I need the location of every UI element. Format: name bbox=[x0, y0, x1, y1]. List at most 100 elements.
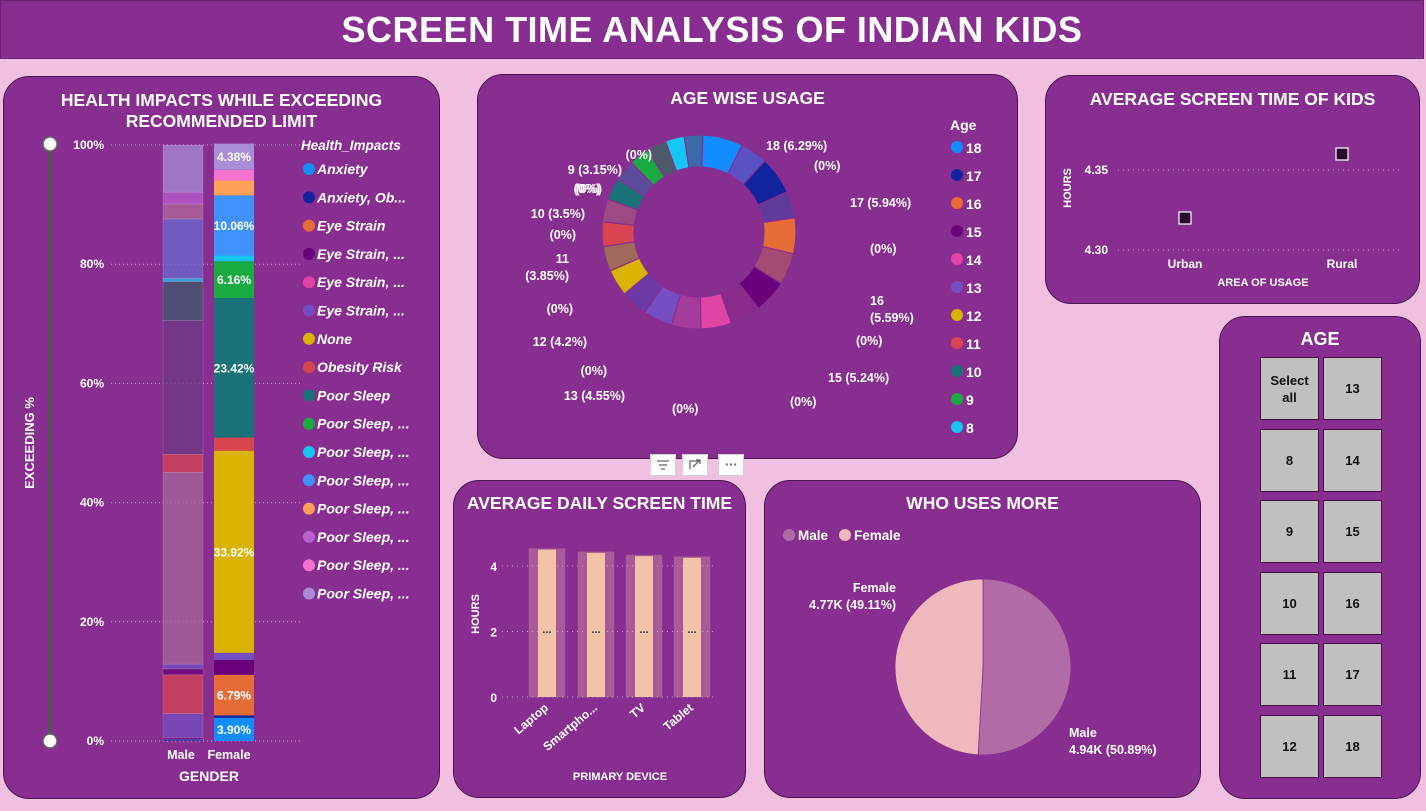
age-slicer-option[interactable]: 9 bbox=[1260, 500, 1319, 563]
age-slicer-option[interactable]: 8 bbox=[1260, 428, 1319, 492]
daily-y-tick: 4 bbox=[490, 560, 497, 574]
health-legend-item: Eye Strain, ... bbox=[317, 303, 405, 319]
more-options-icon[interactable]: ··· bbox=[718, 454, 744, 476]
health-legend-swatch bbox=[303, 417, 315, 430]
age-legend-swatch bbox=[951, 421, 963, 433]
age-donut-slice bbox=[683, 134, 704, 169]
who-pie-value-male: 4.94K (50.89%) bbox=[1069, 743, 1157, 757]
health-impacts-card: HEALTH IMPACTS WHILE EXCEEDING RECOMMEND… bbox=[3, 76, 440, 799]
health-legend-swatch bbox=[303, 332, 315, 345]
age-legend-item: 9 bbox=[966, 392, 974, 408]
health-bar-segment bbox=[162, 278, 204, 282]
health-bar-segment bbox=[214, 660, 254, 668]
age-slicer-option[interactable]: 17 bbox=[1323, 643, 1382, 706]
health-legend-item: Poor Sleep, ... bbox=[317, 529, 410, 545]
health-x-tick: Female bbox=[207, 748, 250, 762]
age-donut-data-label: (0%) bbox=[581, 364, 607, 378]
age-donut-data-label: (0%) bbox=[574, 182, 600, 196]
health-bar-segment bbox=[162, 663, 204, 670]
filter-icon[interactable] bbox=[650, 454, 676, 476]
avg-y-axis-label: HOURS bbox=[1062, 168, 1074, 208]
health-legend-swatch bbox=[303, 163, 315, 175]
health-legend-item: Poor Sleep, ... bbox=[317, 586, 410, 602]
age-donut-chart: 18 (6.29%) (0%) 17 (5.94%) (0%) 16 (5.59%) (0%… bbox=[525, 117, 982, 436]
age-donut-data-label: 9 (3.15%) bbox=[568, 163, 622, 177]
visual-header-toolbar: ··· bbox=[646, 452, 746, 478]
age-legend-swatch bbox=[951, 309, 963, 321]
health-impacts-chart: EXCEEDING % 0% 20% 40% 60% 80% 100% Male 3.90% 6.… bbox=[22, 136, 410, 784]
health-legend-item: Poor Sleep, ... bbox=[317, 416, 410, 432]
age-donut-data-label: (0%) bbox=[856, 334, 882, 348]
health-legend-item: Anxiety, Ob... bbox=[316, 189, 406, 205]
header-bar: SCREEN TIME ANALYSIS OF INDIAN KIDS bbox=[0, 0, 1424, 59]
health-bar-segment bbox=[214, 297, 254, 438]
age-slicer-option[interactable]: 10 bbox=[1260, 571, 1319, 635]
age-legend-swatch bbox=[951, 253, 963, 265]
who-legend-swatch bbox=[839, 529, 851, 541]
health-bar-segment bbox=[162, 738, 204, 742]
who-uses-more-card: WHO USES MORE Male Female Male 4.94K (50.89… bbox=[764, 480, 1201, 798]
daily-title: AVERAGE DAILY SCREEN TIME bbox=[466, 493, 733, 513]
daily-bar-data-label: ... bbox=[687, 624, 696, 636]
age-slicer-option[interactable]: 16 bbox=[1323, 571, 1382, 635]
avg-y-tick: 4.30 bbox=[1085, 243, 1109, 257]
who-pie-value-female: 4.77K (49.11%) bbox=[809, 598, 896, 612]
age-slicer-option[interactable]: 18 bbox=[1323, 714, 1382, 778]
avg-scatter-point bbox=[1335, 147, 1349, 161]
health-y-axis-label: EXCEEDING % bbox=[22, 397, 37, 489]
health-bar-segment bbox=[214, 169, 254, 181]
health-x-tick: Male bbox=[167, 748, 195, 762]
age-donut-data-label: (0%) bbox=[814, 159, 840, 173]
avg-daily-screen-time-card: AVERAGE DAILY SCREEN TIME 0 2 4 HOURS... Lap… bbox=[453, 480, 746, 798]
age-slicer-option[interactable]: 13 bbox=[1323, 357, 1382, 420]
age-slicer-option[interactable]: 15 bbox=[1323, 500, 1382, 563]
age-slicer-option[interactable]: Select all bbox=[1260, 357, 1319, 420]
daily-bar bbox=[538, 549, 556, 697]
health-bar-data-label: 3.90% bbox=[217, 723, 251, 737]
focus-mode-icon[interactable] bbox=[682, 454, 708, 476]
age-donut-data-label: 17 (5.94%) bbox=[850, 196, 911, 210]
age-donut-data-label: 12 (4.2%) bbox=[533, 335, 587, 349]
health-bar-segment bbox=[214, 717, 254, 741]
age-donut-data-label: 10 (3.5%) bbox=[531, 207, 585, 221]
age-legend-swatch bbox=[951, 393, 963, 405]
avg-x-tick: Urban bbox=[1168, 257, 1203, 271]
health-bar-segment bbox=[214, 674, 254, 716]
health-bar-data-label: 10.06% bbox=[214, 219, 255, 233]
range-slider-top-handle[interactable] bbox=[42, 136, 58, 152]
age-legend-item: 15 bbox=[966, 224, 982, 240]
age-slicer-option[interactable]: 12 bbox=[1260, 714, 1319, 778]
daily-x-axis-label: PRIMARY DEVICE bbox=[573, 771, 667, 783]
range-slider-bottom-handle[interactable] bbox=[42, 733, 58, 749]
age-legend-title: Age bbox=[950, 117, 977, 133]
age-slicer-option[interactable]: 14 bbox=[1323, 428, 1382, 492]
daily-y-tick: 0 bbox=[490, 691, 497, 705]
who-pie-slice bbox=[977, 578, 1072, 756]
health-legend-swatch bbox=[303, 559, 315, 572]
age-legend-item: 11 bbox=[966, 336, 981, 352]
avg-screen-title: AVERAGE SCREEN TIME OF KIDS bbox=[1089, 89, 1376, 109]
health-y-tick: 0% bbox=[87, 734, 105, 748]
age-legend-item: 16 bbox=[966, 196, 982, 212]
health-bar-segment bbox=[162, 203, 204, 220]
health-bar-data-label: 23.42% bbox=[214, 361, 255, 375]
age-legend-item: 14 bbox=[966, 252, 982, 268]
age-wise-usage-card: AGE WISE USAGE 18 (6.29%) (0%) 17 (5.94%) (… bbox=[477, 74, 1018, 459]
age-legend-swatch bbox=[951, 169, 963, 181]
age-donut-data-label: (0%) bbox=[547, 302, 573, 316]
age-slicer-option[interactable]: 11 bbox=[1260, 643, 1319, 706]
health-legend-item: Eye Strain bbox=[317, 218, 385, 234]
age-legend-item: 17 bbox=[966, 168, 982, 184]
health-legend-item: Poor Sleep, ... bbox=[317, 501, 410, 517]
health-legend-item: Eye Strain, ... bbox=[317, 246, 405, 262]
page-title: SCREEN TIME ANALYSIS OF INDIAN KIDS bbox=[341, 9, 1083, 50]
health-bar-data-label: 4.38% bbox=[217, 150, 251, 164]
age-usage-title: AGE WISE USAGE bbox=[670, 88, 825, 108]
health-bar-segment bbox=[162, 713, 204, 738]
health-bar-data-label: 6.79% bbox=[217, 689, 251, 703]
health-legend-title: Health_Impacts bbox=[301, 138, 401, 153]
age-legend-swatch bbox=[951, 141, 963, 153]
daily-bar bbox=[635, 556, 653, 697]
health-legend-item: Anxiety bbox=[316, 161, 369, 177]
health-bar-segment bbox=[162, 471, 204, 665]
